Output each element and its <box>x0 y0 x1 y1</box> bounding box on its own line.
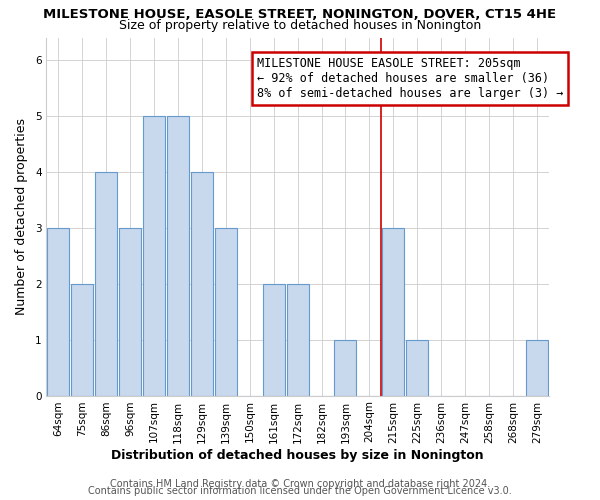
Bar <box>406 340 428 396</box>
Bar <box>382 228 404 396</box>
Bar <box>334 340 356 396</box>
Bar <box>287 284 308 396</box>
Text: MILESTONE HOUSE EASOLE STREET: 205sqm
← 92% of detached houses are smaller (36)
: MILESTONE HOUSE EASOLE STREET: 205sqm ← … <box>257 57 563 100</box>
Bar <box>143 116 165 396</box>
Bar <box>47 228 70 396</box>
Bar <box>191 172 213 396</box>
Bar <box>119 228 141 396</box>
Bar <box>95 172 117 396</box>
Text: Contains HM Land Registry data © Crown copyright and database right 2024.: Contains HM Land Registry data © Crown c… <box>110 479 490 489</box>
Bar <box>167 116 189 396</box>
Bar <box>526 340 548 396</box>
Text: Size of property relative to detached houses in Nonington: Size of property relative to detached ho… <box>119 18 481 32</box>
Bar <box>71 284 94 396</box>
X-axis label: Distribution of detached houses by size in Nonington: Distribution of detached houses by size … <box>111 450 484 462</box>
Bar <box>215 228 237 396</box>
Bar <box>263 284 284 396</box>
Text: MILESTONE HOUSE, EASOLE STREET, NONINGTON, DOVER, CT15 4HE: MILESTONE HOUSE, EASOLE STREET, NONINGTO… <box>43 8 557 20</box>
Text: Contains public sector information licensed under the Open Government Licence v3: Contains public sector information licen… <box>88 486 512 496</box>
Y-axis label: Number of detached properties: Number of detached properties <box>15 118 28 315</box>
